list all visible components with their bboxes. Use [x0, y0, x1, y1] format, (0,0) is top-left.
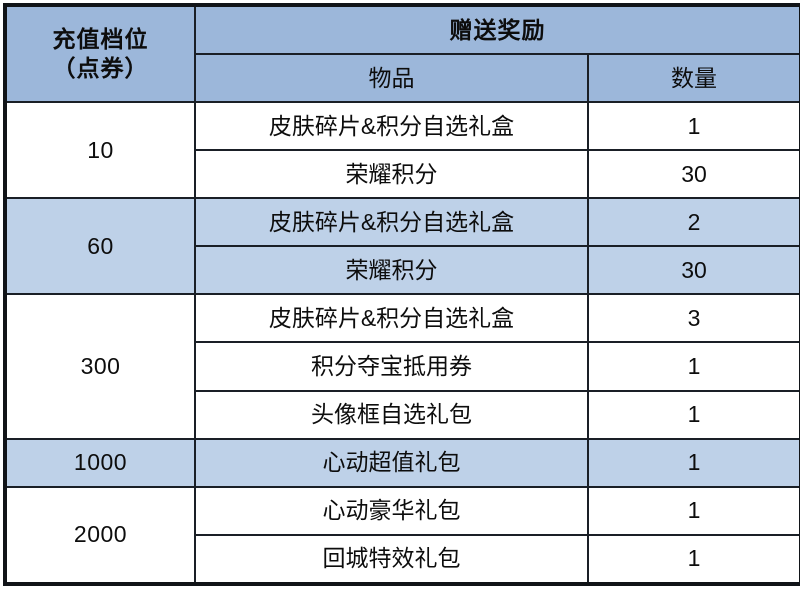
reward-quantity-cell: 30 [587, 245, 800, 296]
reward-item-cell: 皮肤碎片&积分自选礼盒 [194, 293, 589, 344]
table-row: 10 皮肤碎片&积分自选礼盒 1 [4, 101, 800, 200]
reward-item-cell: 心动超值礼包 [194, 437, 589, 488]
reward-quantity-cell: 2 [587, 197, 800, 248]
tier-amount-cell: 300 [4, 293, 196, 440]
header-row-group: 充值档位 （点券） 赠送奖励 [4, 3, 800, 104]
header-reward-group: 赠送奖励 [194, 3, 800, 56]
table-row: 300 皮肤碎片&积分自选礼盒 3 [4, 293, 800, 440]
table-row: 回城特效礼包 1 [5, 533, 800, 586]
reward-item-cell: 头像框自选礼包 [194, 389, 589, 440]
header-item: 物品 [194, 53, 589, 104]
table-row: 2000 心动豪华礼包 1 [4, 485, 800, 586]
reward-item-cell: 积分夺宝抵用券 [194, 341, 589, 392]
tier-amount-cell: 1000 [4, 437, 196, 488]
tier-amount-cell: 10 [4, 101, 196, 200]
reward-quantity-cell: 3 [587, 293, 800, 344]
reward-item-cell: 皮肤碎片&积分自选礼盒 [194, 197, 589, 248]
table-body: 充值档位 （点券） 赠送奖励 物品 数量 10 皮肤碎片&积分自选礼盒 1 荣耀积分 3… [4, 3, 800, 586]
reward-quantity-cell: 1 [587, 389, 800, 440]
reward-quantity-cell: 1 [587, 485, 800, 536]
header-row-sub: 物品 数量 [5, 53, 800, 104]
recharge-reward-table: 充值档位 （点券） 赠送奖励 物品 数量 10 皮肤碎片&积分自选礼盒 1 荣耀积分 3… [3, 3, 800, 586]
table-row: 荣耀积分 30 [5, 149, 800, 200]
header-tier-line2: （点券） [52, 55, 149, 82]
reward-item-cell: 回城特效礼包 [194, 533, 589, 586]
reward-item-cell: 荣耀积分 [194, 245, 589, 296]
reward-item-cell: 心动豪华礼包 [194, 485, 589, 536]
reward-quantity-cell: 30 [587, 149, 800, 200]
reward-quantity-cell: 1 [587, 437, 800, 488]
header-tier-line1: 充值档位 [52, 26, 149, 53]
header-tier-cell: 充值档位 （点券） [4, 3, 196, 104]
table-row: 荣耀积分 30 [5, 245, 800, 296]
reward-quantity-cell: 1 [587, 341, 800, 392]
table-row: 1000 心动超值礼包 1 [4, 437, 800, 488]
header-quantity: 数量 [587, 53, 800, 104]
table-row: 积分夺宝抵用券 1 [5, 341, 800, 392]
reward-quantity-cell: 1 [587, 101, 800, 152]
table-row: 60 皮肤碎片&积分自选礼盒 2 [4, 197, 800, 296]
reward-item-cell: 皮肤碎片&积分自选礼盒 [194, 101, 589, 152]
reward-quantity-cell: 1 [587, 533, 800, 586]
table-row: 头像框自选礼包 1 [5, 389, 800, 440]
tier-amount-cell: 2000 [4, 485, 196, 586]
tier-amount-cell: 60 [4, 197, 196, 296]
reward-item-cell: 荣耀积分 [194, 149, 589, 200]
